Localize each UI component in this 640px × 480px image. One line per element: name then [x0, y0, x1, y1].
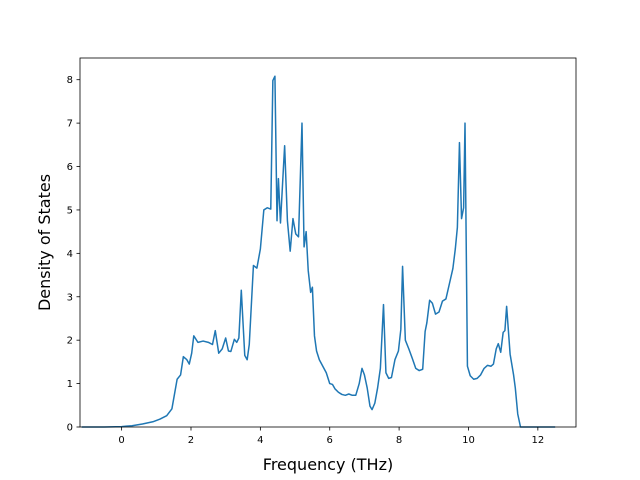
x-tick-label: 0 [118, 435, 124, 446]
x-tick-label: 8 [396, 435, 402, 446]
y-tick-label: 6 [67, 162, 73, 173]
y-axis-label: Density of States [35, 174, 54, 311]
axes-frame [79, 57, 577, 428]
y-tick-label: 5 [67, 205, 73, 216]
y-tick-label: 2 [67, 336, 73, 347]
y-tick-label: 1 [67, 379, 73, 390]
plot-area [81, 75, 556, 428]
y-tick-label: 3 [67, 292, 73, 303]
y-tick-label: 8 [67, 75, 73, 86]
series-line-dos [81, 75, 556, 428]
x-axis-label: Frequency (THz) [263, 455, 393, 474]
y-tick-label: 7 [67, 119, 73, 130]
x-axis-ticks: 0 2 4 6 8 10 12 [118, 427, 544, 446]
y-tick-label: 4 [67, 249, 73, 260]
x-tick-label: 10 [462, 435, 475, 446]
x-tick-label: 4 [257, 435, 263, 446]
x-tick-label: 6 [327, 435, 333, 446]
y-tick-label: 0 [67, 423, 73, 434]
x-tick-label: 2 [188, 435, 194, 446]
x-tick-label: 12 [531, 435, 544, 446]
y-axis-ticks: 0 1 2 3 4 5 6 7 8 [67, 75, 80, 434]
